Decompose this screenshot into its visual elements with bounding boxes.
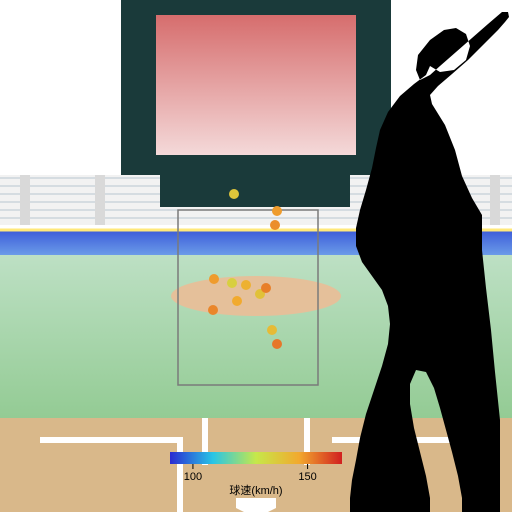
- legend-axis-label: 球速(km/h): [229, 483, 282, 497]
- pitch-marker: [232, 296, 242, 306]
- legend-tick-label: 150: [298, 471, 316, 483]
- pitch-marker: [267, 325, 277, 335]
- stand-divider: [20, 175, 30, 225]
- pitch-marker: [241, 280, 251, 290]
- pitch-marker: [229, 189, 239, 199]
- speed-legend-bar: [170, 452, 342, 464]
- legend-tick-label: 100: [184, 471, 202, 483]
- pitch-location-chart: 100 150 球速(km/h): [0, 0, 512, 512]
- pitch-marker: [272, 206, 282, 216]
- home-plate: [236, 498, 276, 512]
- pitch-marker: [261, 283, 271, 293]
- pitch-marker: [272, 339, 282, 349]
- pitch-marker: [209, 274, 219, 284]
- stand-divider: [95, 175, 105, 225]
- pitch-marker: [208, 305, 218, 315]
- pitch-marker: [227, 278, 237, 288]
- infield-dirt: [0, 418, 512, 512]
- scoreboard-screen: [156, 15, 356, 155]
- pitch-marker: [270, 220, 280, 230]
- stand-divider: [490, 175, 500, 225]
- scoreboard-base: [160, 175, 350, 207]
